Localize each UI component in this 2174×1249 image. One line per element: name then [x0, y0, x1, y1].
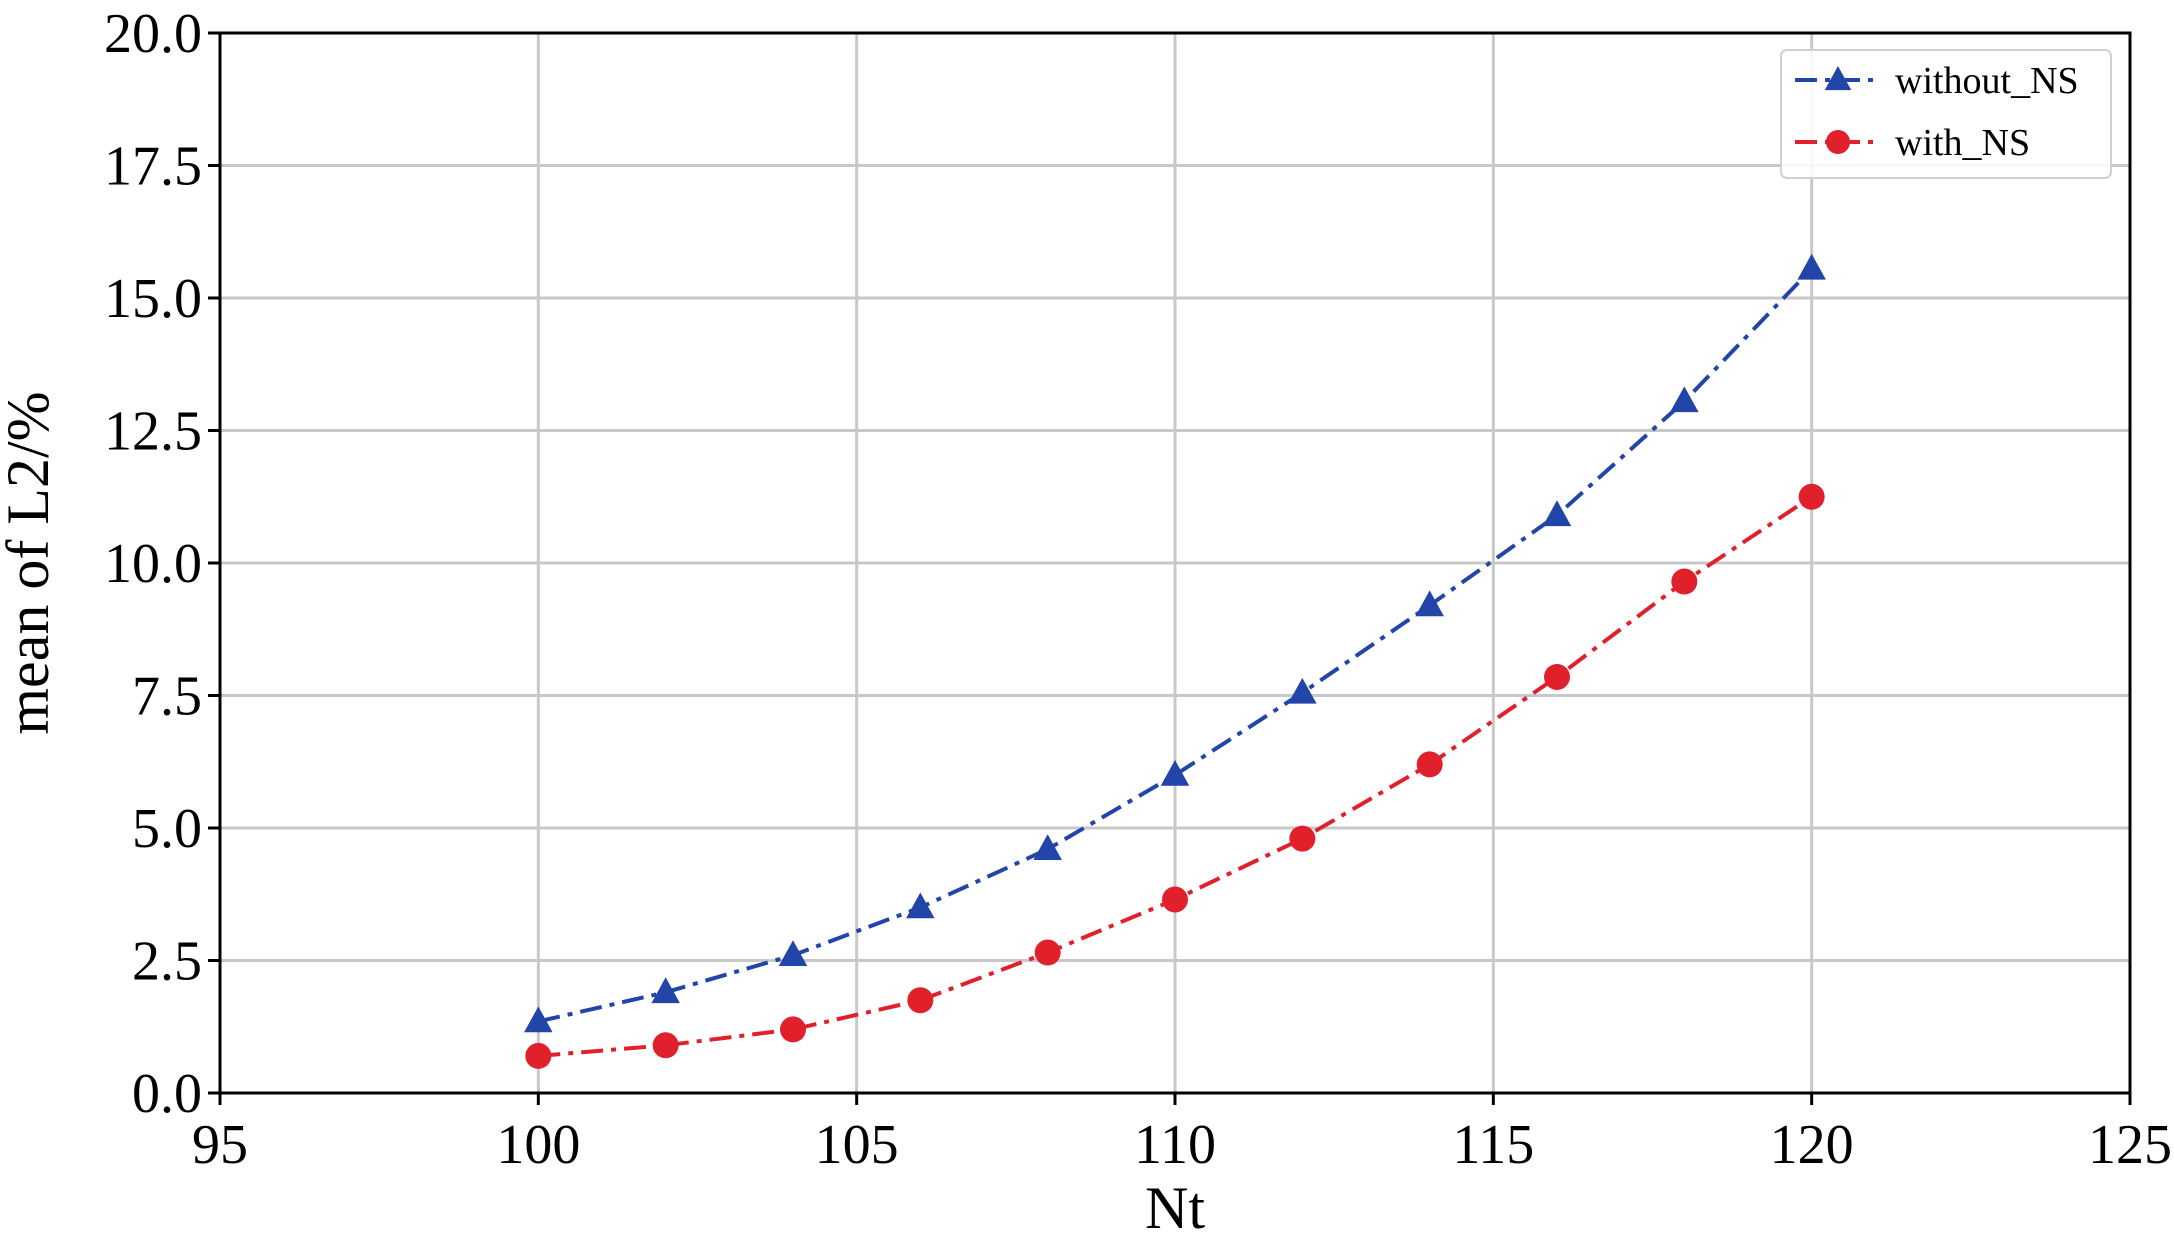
- data-point: [907, 987, 934, 1014]
- data-point: [1798, 483, 1825, 510]
- series-line: [537, 267, 1814, 1024]
- data-point: [525, 1042, 552, 1069]
- data-point: [1160, 760, 1190, 786]
- data-point: [1415, 590, 1444, 617]
- y-tick-label: 20.0: [104, 3, 202, 65]
- data-point: [1542, 500, 1572, 527]
- series-layer: [524, 253, 1826, 1069]
- y-tick-label: 15.0: [104, 268, 202, 330]
- data-point: [780, 1016, 806, 1043]
- data-point: [1797, 253, 1826, 280]
- data-point: [1162, 886, 1188, 913]
- x-tick-label: 95: [192, 1114, 248, 1176]
- legend-item: with_NS: [1795, 122, 2030, 164]
- data-point: [1544, 663, 1570, 690]
- data-point: [1289, 825, 1316, 852]
- data-point: [906, 892, 935, 919]
- x-axis-title: Nt: [1145, 1175, 1205, 1241]
- data-point: [651, 977, 680, 1004]
- x-tick-label: 125: [2088, 1114, 2172, 1176]
- x-tick-label: 105: [815, 1114, 899, 1176]
- data-point: [778, 940, 808, 966]
- series-without_NS: [524, 253, 1826, 1033]
- grid: [218, 31, 2132, 1095]
- x-tick-label: 110: [1134, 1114, 1216, 1176]
- data-point: [524, 1006, 553, 1033]
- legend-box: [1780, 49, 2112, 179]
- data-point: [1671, 568, 1698, 595]
- y-tick-label: 10.0: [104, 533, 202, 595]
- y-tick-label: 7.5: [132, 666, 202, 728]
- y-tick-label: 2.5: [132, 931, 202, 993]
- legend-label: with_NS: [1895, 122, 2030, 164]
- legend-label: without_NS: [1895, 60, 2079, 102]
- tick-labels: 95 100 105 110 115 120 125 0.0 2.5 5.0 7.5 10.0 12.5…: [104, 3, 2172, 1176]
- data-point: [1034, 939, 1061, 966]
- y-tick-label: 17.5: [104, 136, 202, 198]
- legend-item: without_NS: [1795, 60, 2079, 102]
- data-point: [1670, 386, 1699, 413]
- x-tick-label: 115: [1452, 1114, 1534, 1176]
- legend: without_NS with_NS: [1780, 49, 2112, 179]
- y-tick-label: 0.0: [132, 1063, 202, 1125]
- y-axis-title: mean of L2/%: [0, 391, 61, 734]
- y-tick-label: 5.0: [132, 798, 202, 860]
- x-tick-label: 100: [496, 1114, 580, 1176]
- series-with_NS: [525, 483, 1825, 1069]
- x-tick-label: 120: [1770, 1114, 1854, 1176]
- y-tick-label: 12.5: [104, 401, 202, 463]
- legend-marker: [1826, 130, 1850, 154]
- legend-marker: [1824, 66, 1852, 91]
- data-point: [1288, 677, 1317, 704]
- data-point: [1416, 751, 1443, 778]
- axes: [208, 31, 2132, 1105]
- data-point: [652, 1032, 679, 1059]
- data-point: [1033, 834, 1062, 860]
